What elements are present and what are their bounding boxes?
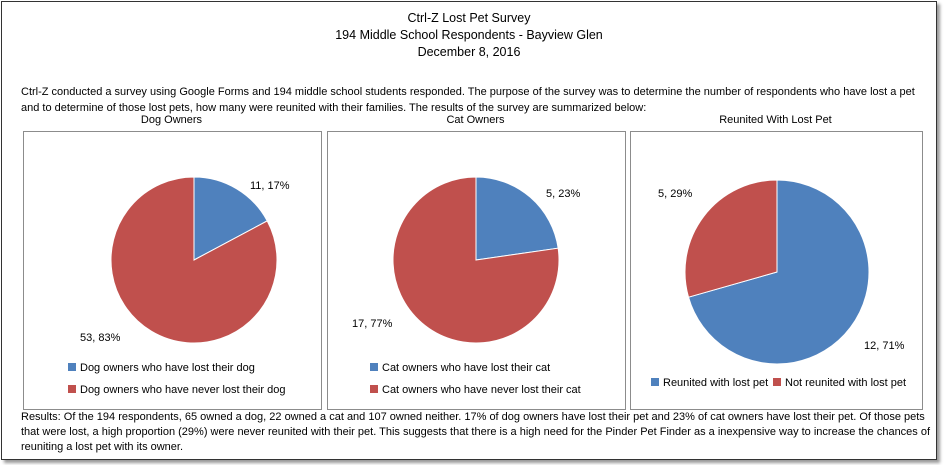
data-label: 5, 23% bbox=[546, 188, 580, 200]
data-label: 17, 77% bbox=[352, 318, 393, 330]
page-subtitle: 194 Middle School Respondents - Bayview … bbox=[335, 28, 603, 42]
legend-item: Cat owners who have never lost their cat bbox=[370, 384, 581, 396]
pie-chart: 11, 17% 53, 83% bbox=[80, 176, 290, 344]
legend-item: Dog owners who have lost their dog bbox=[68, 362, 255, 374]
legend-label: Not reunited with lost pet bbox=[785, 377, 907, 389]
header: Ctrl-Z Lost Pet Survey 194 Middle School… bbox=[2, 10, 936, 61]
legend-label: Dog owners who have never lost their dog bbox=[80, 384, 286, 396]
pie-slice bbox=[193, 176, 268, 261]
chart-title: Cat Owners bbox=[446, 114, 505, 126]
chart-box: 5, 23% 17, 77% Cat owners who have lost th… bbox=[327, 131, 626, 410]
legend-swatch bbox=[773, 378, 781, 387]
chart-title: Dog Owners bbox=[140, 114, 203, 126]
chart-box: 11, 17% 53, 83% Dog owners who have lost t… bbox=[23, 131, 322, 410]
legend-label: Cat owners who have lost their cat bbox=[382, 362, 551, 374]
chart-box: 12, 71% 5, 29% Reunited with lost pet Not r… bbox=[630, 131, 923, 410]
results-text: Results: Of the 194 respondents, 65 owne… bbox=[21, 411, 931, 453]
pie-slice bbox=[475, 176, 559, 261]
legend-swatch bbox=[68, 363, 76, 372]
legend-label: Cat owners who have never lost their cat bbox=[382, 384, 581, 396]
data-label: 11, 17% bbox=[250, 180, 290, 192]
intro-text: Ctrl-Z conducted a survey using Google F… bbox=[21, 86, 915, 114]
page-date: December 8, 2016 bbox=[417, 45, 521, 59]
pie-chart: 5, 23% 17, 77% bbox=[352, 176, 580, 344]
pie-slice bbox=[392, 176, 560, 344]
legend-item: Cat owners who have lost their cat bbox=[370, 362, 550, 374]
page-title: Ctrl-Z Lost Pet Survey bbox=[407, 11, 531, 25]
legend-item: Dog owners who have never lost their dog bbox=[68, 384, 285, 396]
legend-item: Reunited with lost pet bbox=[651, 377, 768, 389]
data-label: 12, 71% bbox=[864, 340, 905, 352]
chart-panel: Cat Owners 5, 23% 17, 77% Cat owners who ha… bbox=[327, 114, 626, 410]
legend-swatch bbox=[68, 385, 76, 394]
legend-swatch bbox=[370, 363, 378, 372]
legend-label: Dog owners who have lost their dog bbox=[80, 362, 255, 374]
legend-swatch bbox=[370, 385, 378, 394]
data-label: 5, 29% bbox=[658, 188, 692, 200]
pie-slice bbox=[687, 179, 870, 365]
chart-panel: Reunited With Lost Pet 12, 71% 5, 29% Reuni… bbox=[630, 114, 923, 410]
pie-slice bbox=[684, 179, 778, 298]
pie-slice bbox=[110, 176, 278, 344]
legend-label: Reunited with lost pet bbox=[663, 377, 769, 389]
chart-title: Reunited With Lost Pet bbox=[719, 114, 832, 126]
legend-item: Not reunited with lost pet bbox=[773, 377, 906, 389]
data-label: 53, 83% bbox=[80, 332, 121, 344]
chart-panel: Dog Owners 11, 17% 53, 83% Dog owners who h… bbox=[23, 114, 322, 410]
pie-chart: 12, 71% 5, 29% bbox=[658, 179, 905, 365]
survey-frame: Ctrl-Z Lost Pet Survey 194 Middle School… bbox=[1, 1, 937, 460]
legend-swatch bbox=[651, 378, 659, 387]
